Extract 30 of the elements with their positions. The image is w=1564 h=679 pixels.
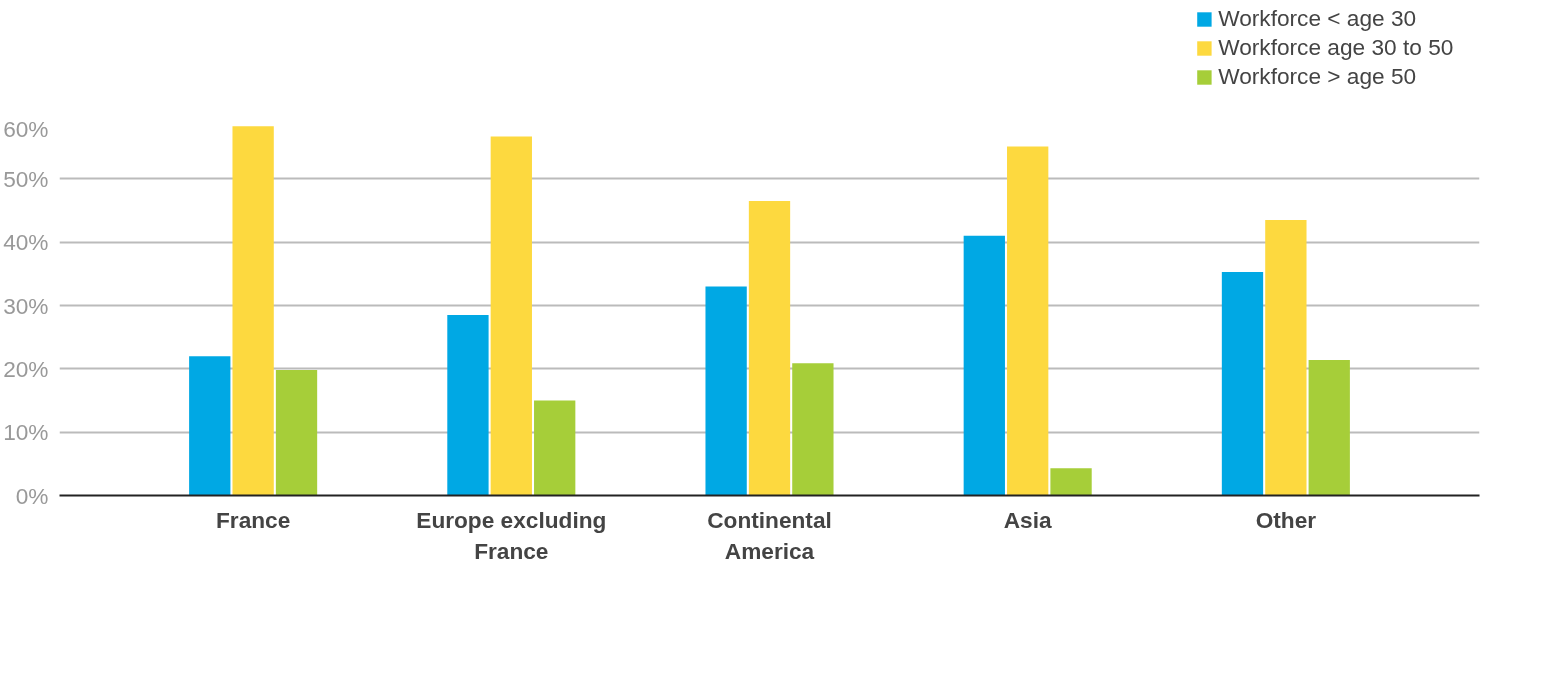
x-tick-label: Continental America [707,506,832,564]
x-tick-label: Other [1255,506,1317,533]
bar [1265,220,1307,496]
x-tick-label: Europe excluding France [416,506,607,564]
y-tick-label: 30% [3,292,49,319]
bar [447,315,489,496]
x-tick-label: France [215,506,291,533]
y-tick-label: 20% [3,355,49,382]
bar [490,136,532,496]
y-tick-label: 0% [15,482,49,509]
bar [189,356,231,496]
legend-label: Workforce > age 50 [1218,63,1417,90]
bar [705,286,747,496]
bar [232,126,274,496]
bar [792,363,834,496]
bar [1007,146,1049,496]
bar [275,370,318,496]
bar [534,400,576,496]
y-tick-label: 60% [3,115,49,142]
legend-label: Workforce < age 30 [1218,5,1417,32]
bar [1308,359,1350,496]
y-tick-label: 50% [3,165,49,192]
y-tick-label: 40% [3,229,49,256]
bar [748,201,791,496]
bar [963,235,1005,496]
x-tick-label: Asia [1003,506,1053,533]
bar [1050,468,1092,496]
y-tick-label: 10% [3,419,49,446]
legend-label: Workforce age 30 to 50 [1218,34,1454,61]
bar [1221,271,1264,496]
